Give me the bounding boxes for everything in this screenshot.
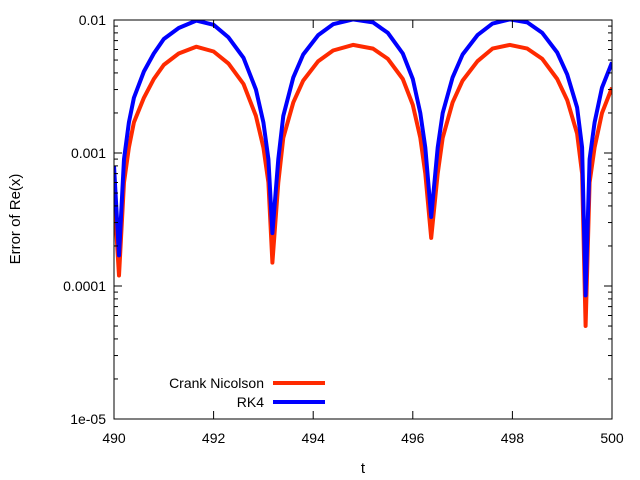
x-tick-label: 496 (401, 430, 425, 446)
y-axis-title: Error of Re(x) (7, 174, 24, 265)
y-tick-label: 1e-05 (70, 411, 106, 427)
plot-frame (113, 19, 613, 420)
y-tick-label: 0.001 (71, 145, 106, 161)
legend: Crank Nicolson RK4 (169, 375, 325, 410)
series-line-rk4 (114, 20, 612, 298)
series-layer (114, 20, 612, 328)
ticks-layer: 490 492 494 496 498 500 1e-05 0.0001 0.001 0.01 (63, 12, 624, 446)
x-tick-label: 490 (102, 430, 126, 446)
y-tick-label: 0.01 (79, 12, 106, 28)
legend-label: Crank Nicolson (169, 375, 264, 391)
x-tick-label: 500 (600, 430, 624, 446)
x-tick-label: 498 (501, 430, 525, 446)
x-tick-label: 494 (302, 430, 326, 446)
x-axis-title: t (361, 460, 366, 477)
y-tick-label: 0.0001 (63, 278, 106, 294)
series-line-crank-nicolson (114, 42, 612, 328)
legend-label: RK4 (237, 394, 264, 410)
x-tick-label: 492 (202, 430, 226, 446)
